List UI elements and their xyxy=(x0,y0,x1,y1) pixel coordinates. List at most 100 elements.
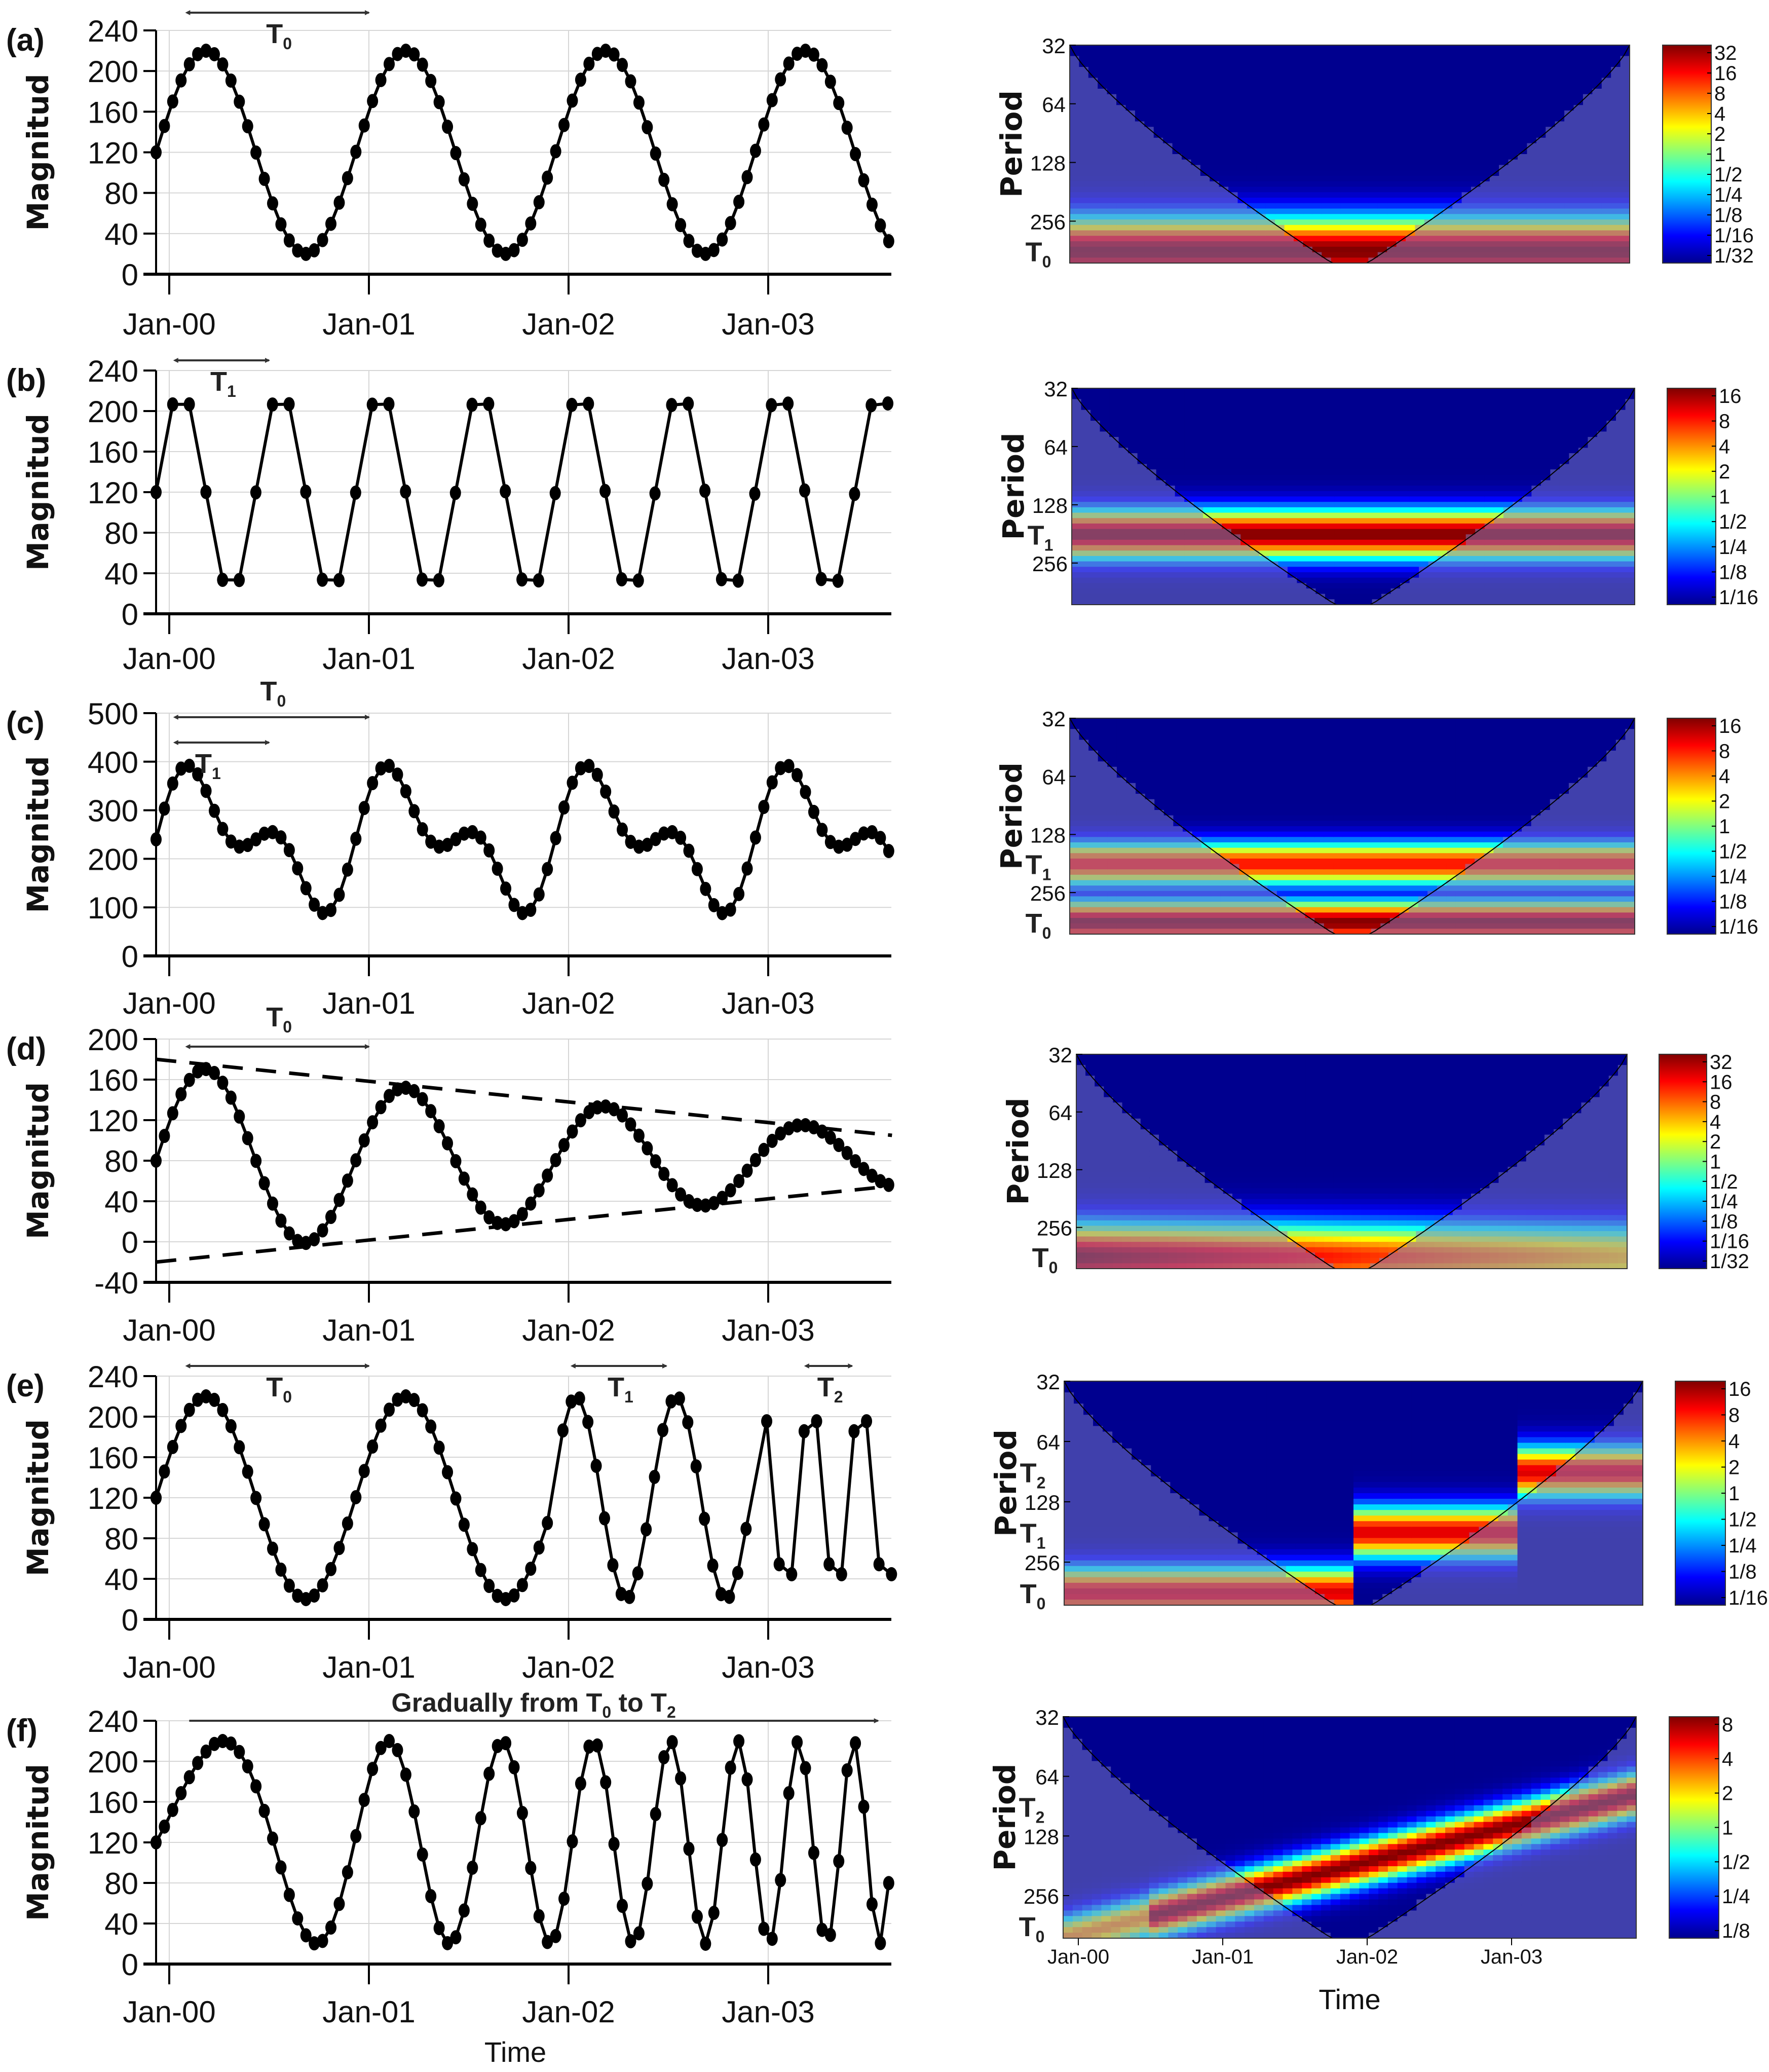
heatmap-cell xyxy=(1489,45,1499,51)
heatmap-cell xyxy=(1443,94,1453,100)
heatmap-cell xyxy=(1424,127,1435,133)
heatmap-cell xyxy=(1452,187,1462,193)
heatmap-cell xyxy=(1147,491,1157,497)
heatmap-cell xyxy=(1353,426,1363,432)
heatmap-cell xyxy=(1494,502,1504,508)
heatmap-cell xyxy=(1268,577,1279,584)
heatmap-cell xyxy=(1287,550,1298,557)
heatmap-cell xyxy=(1231,529,1241,535)
heatmap-cell xyxy=(1088,67,1099,73)
heatmap-cell xyxy=(1278,512,1288,519)
heatmap-cell xyxy=(1381,415,1391,421)
heatmap-cell xyxy=(1278,529,1288,535)
heatmap-cell xyxy=(1278,469,1288,475)
data-point xyxy=(675,218,687,233)
heatmap-cell xyxy=(1175,421,1185,427)
heatmap-cell xyxy=(1088,203,1099,209)
heatmap-cell xyxy=(1210,67,1220,73)
heatmap-cell xyxy=(1294,143,1304,150)
heatmap-cell xyxy=(1182,78,1192,84)
heatmap-cell xyxy=(1081,507,1091,513)
heatmap-cell xyxy=(1222,507,1232,513)
heatmap-cell xyxy=(1438,539,1448,546)
heatmap-cell xyxy=(1601,176,1611,182)
data-point xyxy=(625,1934,636,1949)
heatmap-cell xyxy=(1237,181,1248,188)
heatmap-cell xyxy=(1494,507,1504,513)
heatmap-cell xyxy=(1116,241,1126,247)
heatmap-cell xyxy=(1135,61,1145,67)
heatmap-cell xyxy=(1278,507,1288,513)
heatmap-cell xyxy=(1287,567,1298,573)
heatmap-cell xyxy=(1297,437,1307,443)
data-point xyxy=(250,145,262,160)
heatmap-cell xyxy=(1278,518,1288,524)
heatmap-cell xyxy=(1465,502,1476,508)
heatmap-cell xyxy=(1315,512,1326,519)
heatmap-cell xyxy=(1409,502,1419,508)
heatmap-cell xyxy=(1620,225,1630,231)
heatmap-cell xyxy=(1306,388,1316,394)
heatmap-cell xyxy=(1231,469,1241,475)
heatmap-cell xyxy=(1287,518,1298,524)
data-point xyxy=(632,573,644,588)
heatmap-cell xyxy=(1072,464,1082,470)
heatmap-cell xyxy=(1377,236,1387,242)
heatmap-cell xyxy=(1200,137,1211,144)
heatmap-cell xyxy=(1620,257,1630,264)
heatmap-cell xyxy=(1265,137,1275,144)
heatmap-cell xyxy=(1611,225,1621,231)
heatmap-cell xyxy=(1465,480,1476,486)
heatmap-cell xyxy=(1334,518,1344,524)
heatmap-cell xyxy=(1452,83,1462,89)
heatmap-cell xyxy=(1184,491,1194,497)
heatmap-cell xyxy=(1156,442,1166,449)
heatmap-cell xyxy=(1109,448,1119,454)
heatmap-cell xyxy=(1125,116,1136,122)
heatmap-cell xyxy=(1546,176,1556,182)
heatmap-cell xyxy=(1306,561,1316,568)
heatmap-cell xyxy=(1303,170,1313,176)
heatmap-cell xyxy=(1118,458,1128,465)
heatmap-cell xyxy=(1107,176,1117,182)
heatmap-cell xyxy=(1090,480,1101,486)
heatmap-cell xyxy=(1480,67,1490,73)
heatmap-cell xyxy=(1079,236,1089,242)
heatmap-cell xyxy=(1203,583,1213,589)
heatmap-cell xyxy=(1546,198,1556,204)
heatmap-cell xyxy=(1259,415,1269,421)
heatmap-cell xyxy=(1390,512,1401,519)
heatmap-cell xyxy=(1573,257,1584,264)
data-point xyxy=(342,1516,353,1531)
heatmap-cell xyxy=(1583,230,1593,237)
heatmap-cell xyxy=(1461,137,1472,144)
heatmap-cell xyxy=(1331,110,1341,117)
heatmap-cell xyxy=(1484,567,1495,573)
heatmap-cell xyxy=(1137,594,1147,600)
heatmap-cell xyxy=(1182,192,1192,198)
heatmap-cell xyxy=(1184,561,1194,568)
heatmap-cell xyxy=(1396,83,1406,89)
heatmap-cell xyxy=(1090,550,1101,557)
heatmap-cell xyxy=(1088,176,1099,182)
heatmap-cell xyxy=(1222,561,1232,568)
heatmap-cell xyxy=(1322,203,1332,209)
heatmap-cell xyxy=(1303,105,1313,111)
data-point xyxy=(250,1154,262,1168)
heatmap-cell xyxy=(1611,45,1621,51)
heatmap-cell xyxy=(1424,132,1435,138)
data-point xyxy=(642,120,653,135)
heatmap-cell xyxy=(1536,50,1547,57)
heatmap-cell xyxy=(1268,583,1279,589)
heatmap-frame xyxy=(1069,45,1630,264)
heatmap-cell xyxy=(1461,105,1472,111)
heatmap-cell xyxy=(1137,388,1147,394)
heatmap-cell xyxy=(1210,154,1220,160)
x-tick-label: Jan-00 xyxy=(123,642,215,676)
heatmap-cell xyxy=(1334,512,1344,519)
heatmap-cell xyxy=(1508,78,1518,84)
heatmap-cell xyxy=(1191,149,1201,155)
heatmap-cell xyxy=(1620,192,1630,198)
data-point xyxy=(741,861,753,876)
heatmap-cell xyxy=(1372,464,1382,470)
